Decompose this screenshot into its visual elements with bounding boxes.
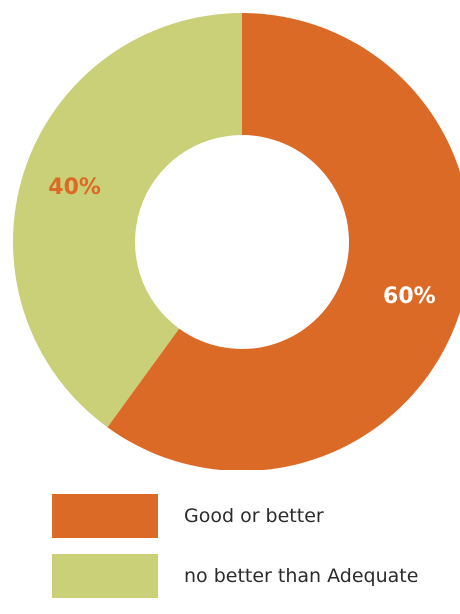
donut-slice-1 (12, 13, 242, 428)
legend-item-adequate: no better than Adequate (52, 554, 460, 598)
slice-value-label-0: 60% (383, 284, 436, 309)
chart-legend: Good or better no better than Adequate (52, 494, 460, 614)
donut-slice-0 (107, 13, 460, 470)
donut-chart: 60% 40% (12, 13, 460, 470)
legend-label-adequate: no better than Adequate (184, 565, 419, 587)
slice-value-label-1: 40% (48, 175, 101, 200)
legend-label-good-or-better: Good or better (184, 505, 324, 527)
legend-item-good-or-better: Good or better (52, 494, 460, 538)
legend-swatch-good-or-better (52, 494, 158, 538)
legend-swatch-adequate (52, 554, 158, 598)
